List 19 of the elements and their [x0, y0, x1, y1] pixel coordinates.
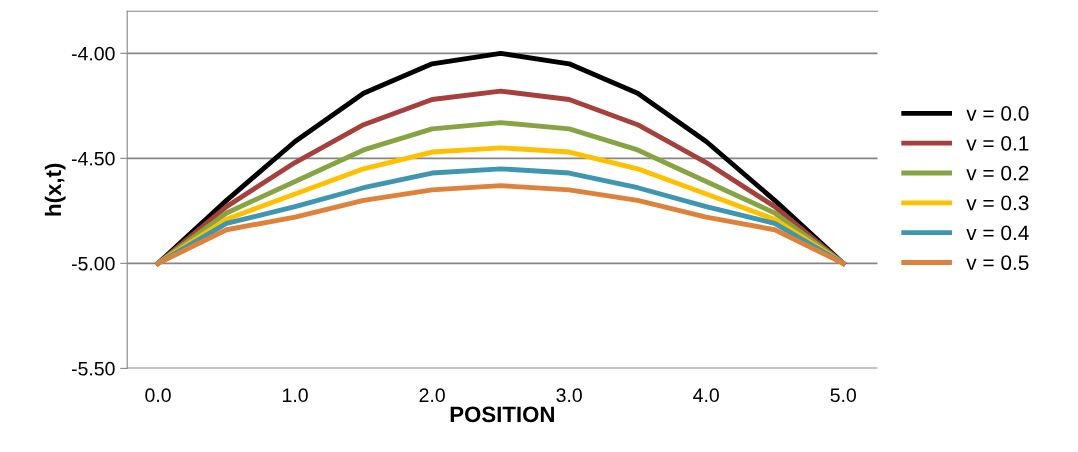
y-tick-label: -4.00 — [71, 46, 115, 61]
legend-label: v = 0.1 — [966, 135, 1029, 151]
y-tick-label: -5.00 — [71, 256, 115, 271]
x-tick-label: 5.0 — [830, 388, 856, 403]
legend-label: v = 0.2 — [966, 165, 1029, 181]
legend-label: v = 0.3 — [966, 195, 1029, 211]
x-tick-label: 3.0 — [556, 388, 582, 403]
x-tick-label: 0.0 — [145, 388, 171, 403]
legend-label: v = 0.5 — [966, 255, 1029, 271]
legend-label: v = 0.4 — [966, 225, 1029, 241]
x-tick-label: 4.0 — [693, 388, 719, 403]
x-tick-label: 2.0 — [419, 388, 445, 403]
legend-label: v = 0.0 — [966, 106, 1029, 121]
x-axis-title: POSITION — [450, 406, 554, 423]
y-axis-title: h(x,t) — [44, 163, 66, 216]
y-tick-label: -5.50 — [71, 361, 115, 376]
y-tick-label: -4.50 — [71, 151, 115, 166]
line-series — [155, 183, 846, 266]
x-tick-label: 1.0 — [283, 388, 308, 403]
